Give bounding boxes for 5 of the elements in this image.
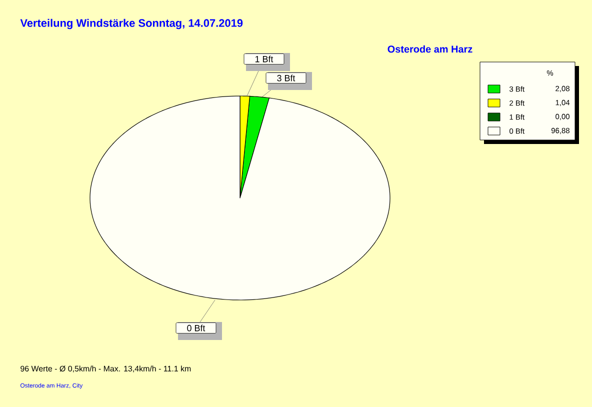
text: 1 Bft — [255, 56, 274, 62]
chart-title: Verteilung Windstärke Sonntag, 14.07.2019 — [20, 18, 243, 30]
text: 0 Bft — [187, 324, 206, 332]
text: 3 Bft — [277, 74, 296, 82]
chart-subtitle: Osterode am Harz — [388, 45, 472, 53]
